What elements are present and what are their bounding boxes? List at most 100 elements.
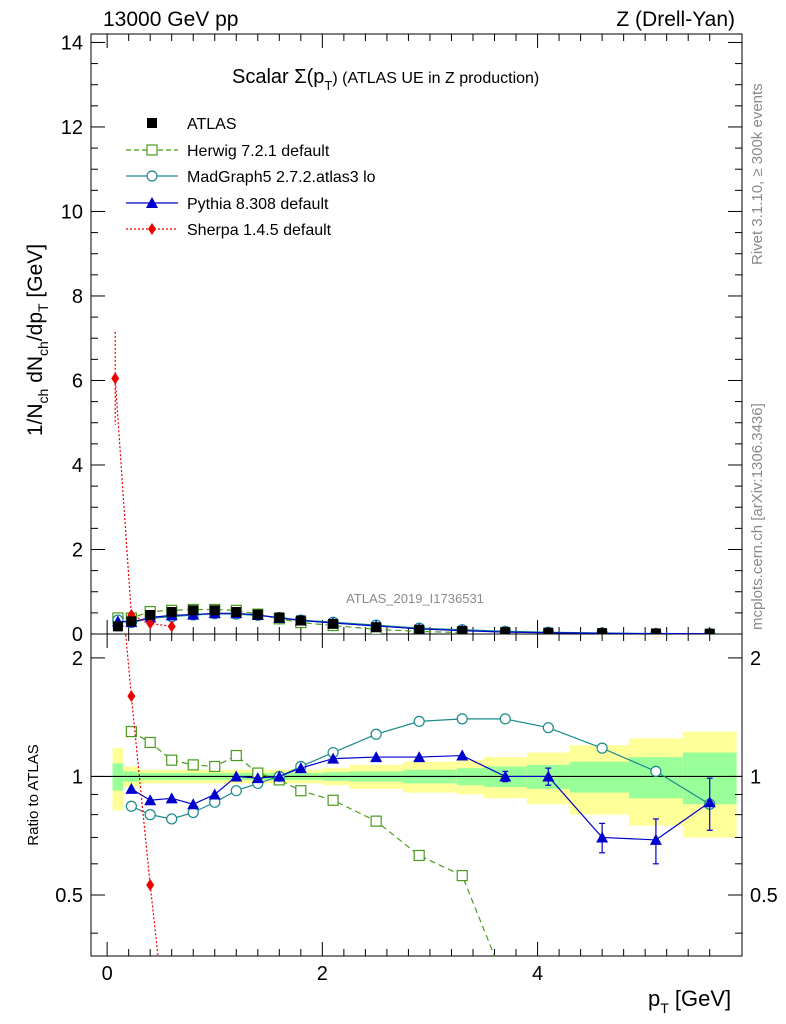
- herwig-ratio-point: [144, 736, 156, 749]
- sherpa-ratio-point: [127, 690, 136, 703]
- side-text-bottom: mcplots.cern.ch [arXiv:1306.3436]: [749, 403, 766, 630]
- legend-herwig: Herwig 7.2.1 default: [126, 143, 330, 160]
- legend-herwig-marker: [146, 144, 158, 156]
- pythia-ratio-point: [294, 762, 307, 774]
- svg-text:pT [GeV]: pT [GeV]: [648, 986, 731, 1016]
- y-tick-label: 10: [61, 201, 83, 223]
- herwig-ratio-point: [456, 870, 468, 882]
- pythia-ratio-point: [273, 770, 286, 782]
- atlas-data-point: [543, 627, 554, 634]
- atlas-data-point: [209, 605, 220, 616]
- legend-pythia-label: Pythia 8.308 default: [187, 196, 329, 213]
- atlas-data-point: [252, 609, 263, 620]
- atlas-data-point: [704, 628, 715, 634]
- legend-atlas-label: ATLAS: [187, 116, 237, 133]
- ratio-y-tick-label: 2: [72, 648, 83, 670]
- legend-madgraph-label: MadGraph5 2.7.2.atlas3 lo: [187, 169, 376, 186]
- pythia-ratio-point: [165, 792, 178, 804]
- ratio-y-tick-label-right: 0.5: [750, 885, 778, 907]
- madgraph-ratio-point: [650, 765, 662, 777]
- pythia-ratio-point: [327, 752, 340, 764]
- sherpa-main-point: [167, 620, 176, 633]
- y-tick-label: 12: [61, 117, 83, 139]
- herwig-ratio-point: [413, 849, 425, 862]
- side-text-top: Rivet 3.1.10, ≥ 300k events: [749, 83, 766, 265]
- madgraph-ratio-point: [166, 813, 178, 825]
- ratio-series-group: [125, 634, 716, 956]
- sherpa-ratio-line: [125, 634, 159, 956]
- ratio-y-tick-label: 0.5: [55, 885, 83, 907]
- y-tick-label: 4: [72, 455, 83, 477]
- legend-madgraph: MadGraph5 2.7.2.atlas3 lo: [126, 169, 376, 186]
- atlas-data-point: [274, 612, 285, 623]
- legend-atlas: ATLAS: [147, 116, 237, 133]
- atlas-data-point: [457, 626, 468, 634]
- madgraph-ratio-point: [596, 742, 608, 754]
- atlas-data-point: [231, 607, 242, 618]
- madgraph-ratio-point: [144, 809, 156, 821]
- pythia-ratio-point: [125, 782, 138, 794]
- title-rest: ) (ATLAS UE in Z production): [332, 70, 539, 87]
- herwig-ratio-point: [125, 725, 137, 738]
- atlas-data-point: [371, 622, 382, 633]
- atlas-data-point: [328, 618, 339, 629]
- atlas-data-point: [188, 605, 199, 616]
- madgraph-ratio-point: [370, 728, 382, 740]
- legend-sherpa-label: Sherpa 1.4.5 default: [187, 222, 332, 239]
- x-axis-label: pT [GeV]: [648, 986, 731, 1016]
- herwig-ratio-point: [370, 815, 382, 827]
- analysis-watermark: ATLAS_2019_I1736531: [346, 591, 484, 606]
- madgraph-ratio-point: [125, 800, 137, 812]
- herwig-main-line: [117, 608, 463, 634]
- header-left: 13000 GeV pp: [103, 8, 238, 31]
- ratio-y-tick-label-right: 2: [750, 648, 761, 670]
- herwig-ratio-point: [209, 760, 221, 773]
- pythia-ratio-point: [187, 798, 200, 810]
- sherpa-main-line: [114, 378, 172, 627]
- pythia-ratio-point: [251, 772, 264, 784]
- svg-text:Scalar Σ(pT) (ATLAS UE in Z pr: Scalar Σ(pT) (ATLAS UE in Z production): [232, 66, 539, 93]
- sherpa-main-point: [111, 372, 120, 385]
- header-right: Z (Drell-Yan): [616, 8, 735, 31]
- x-tick-label: 4: [532, 963, 543, 985]
- madgraph-ratio-point: [230, 785, 242, 797]
- pythia-ratio-point: [370, 751, 383, 763]
- herwig-ratio-point: [327, 794, 339, 806]
- ratio-y-tick-label: 1: [72, 766, 83, 788]
- ratio-y-label: Ratio to ATLAS: [25, 744, 42, 845]
- madgraph-ratio-point: [542, 722, 554, 734]
- y-axis-label: 1/Nch dNch/dpT [GeV]: [24, 244, 51, 436]
- atlas-data-point: [414, 624, 425, 634]
- herwig-ratio-point: [295, 785, 307, 797]
- atlas-data-point: [112, 621, 123, 632]
- herwig-ratio-point: [166, 754, 178, 766]
- atlas-data-point: [650, 628, 661, 634]
- atlas-data-point: [166, 607, 177, 618]
- atlas-data-point: [500, 627, 511, 634]
- legend-pythia: Pythia 8.308 default: [126, 196, 329, 213]
- ratio-y-tick-label-right: 1: [750, 766, 761, 788]
- pythia-ratio-line: [131, 754, 711, 841]
- x-tick-label: 0: [102, 963, 113, 985]
- madgraph-ratio-point: [413, 715, 425, 727]
- x-tick-label: 2: [317, 963, 328, 985]
- herwig-ratio-point: [187, 759, 199, 771]
- pythia-ratio-point: [456, 749, 469, 761]
- legend-herwig-label: Herwig 7.2.1 default: [187, 143, 330, 160]
- main-series-group: [111, 331, 716, 634]
- series-layer: [111, 331, 716, 956]
- uncertainty-bands: [91, 731, 742, 838]
- y-tick-label: 6: [72, 370, 83, 392]
- madgraph-ratio-point: [456, 713, 468, 725]
- sherpa-ratio-point: [146, 879, 155, 892]
- atlas-data-point: [126, 616, 137, 627]
- atlas-data-point: [597, 628, 608, 634]
- legend-sherpa-marker: [148, 223, 156, 235]
- pythia-ratio-point: [230, 770, 243, 782]
- y-tick-label: 14: [61, 32, 83, 54]
- y-tick-label: 0: [72, 624, 83, 646]
- svg-text:1/Nch dNch/dpT [GeV]: 1/Nch dNch/dpT [GeV]: [24, 244, 51, 436]
- atlas-data-point: [295, 615, 306, 626]
